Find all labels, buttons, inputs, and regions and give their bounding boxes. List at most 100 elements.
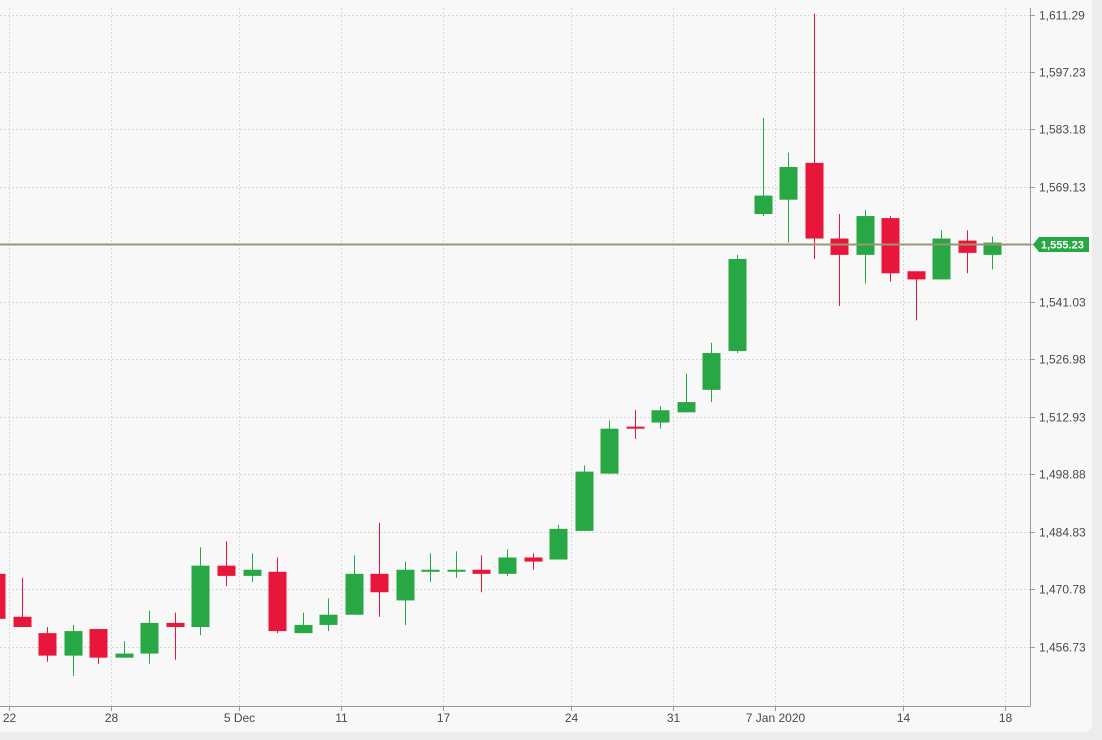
candle-body — [830, 238, 849, 255]
candle-body — [881, 218, 900, 274]
candle-body — [191, 565, 210, 627]
candle — [38, 626, 57, 662]
candle — [268, 557, 287, 634]
candle — [191, 547, 210, 636]
y-tick-label: 1,512.93 — [1039, 411, 1086, 425]
x-tick-label: 11 — [335, 711, 348, 725]
x-tick-label: 14 — [897, 711, 911, 725]
candle — [754, 117, 773, 217]
candle — [294, 612, 313, 634]
candle — [243, 553, 262, 583]
candle — [779, 152, 798, 243]
candle-body — [983, 242, 1002, 255]
candle-body — [115, 653, 134, 658]
candle-body — [702, 353, 721, 390]
x-axis: 22 28 5 Dec 11 17 24 31 7 Jan 2020 14 18 — [3, 706, 1013, 725]
candle-body — [0, 573, 6, 619]
candle — [217, 541, 236, 587]
candle — [728, 254, 747, 354]
candle — [830, 214, 849, 307]
candle-body — [166, 622, 185, 627]
candle — [319, 598, 338, 632]
y-tick-label: 1,583.18 — [1039, 123, 1086, 137]
y-tick-label: 1,484.83 — [1039, 526, 1086, 540]
candle-body — [754, 195, 773, 215]
candle-body — [370, 573, 389, 593]
candle-body — [600, 428, 619, 474]
candle-body — [447, 569, 466, 572]
candle — [89, 629, 108, 664]
candle — [958, 230, 977, 274]
candle-body — [268, 571, 287, 632]
candle-body — [575, 471, 594, 531]
x-tick-label: 7 Jan 2020 — [746, 711, 806, 725]
x-tick-label: 28 — [105, 711, 119, 725]
candle — [447, 551, 466, 578]
candle — [166, 612, 185, 660]
candle-body — [932, 238, 951, 280]
candle — [805, 13, 824, 259]
y-tick-label: 1,498.88 — [1039, 468, 1086, 482]
y-tick-label: 1,456.73 — [1039, 641, 1086, 655]
candle-body — [243, 569, 262, 576]
grid — [0, 8, 1030, 706]
candle — [524, 553, 543, 570]
candle — [932, 230, 951, 280]
candle — [575, 465, 594, 531]
candle-body — [805, 162, 824, 239]
candle — [472, 555, 491, 593]
candle-body — [549, 528, 568, 560]
candle-body — [472, 569, 491, 574]
candle-body — [421, 569, 440, 572]
candle-body — [89, 629, 108, 658]
y-tick-label: 1,541.03 — [1039, 296, 1086, 310]
current-price-badge: 1,555.23 — [1033, 237, 1089, 252]
candle — [907, 271, 926, 321]
y-tick-label: 1,569.13 — [1039, 181, 1086, 195]
candle — [651, 406, 670, 429]
x-tick-label: 5 Dec — [224, 711, 255, 725]
candle — [64, 624, 83, 677]
y-axis: 1,611.291,597.231,583.181,569.131,555.08… — [1030, 9, 1086, 655]
candle-body — [626, 426, 645, 429]
candle-body — [524, 557, 543, 562]
candle — [0, 573, 6, 619]
candle — [396, 561, 415, 625]
candle — [881, 216, 900, 282]
candle-body — [319, 614, 338, 625]
candle-body — [64, 631, 83, 656]
x-tick-label: 17 — [437, 711, 451, 725]
x-tick-label: 22 — [3, 711, 17, 725]
x-tick-label: 31 — [667, 711, 681, 725]
candle — [370, 522, 389, 617]
candle-body — [907, 271, 926, 280]
candle — [600, 420, 619, 474]
candle — [421, 553, 440, 583]
candle-body — [38, 633, 57, 656]
candle — [702, 342, 721, 403]
candle-body — [13, 616, 32, 627]
candle-body — [779, 166, 798, 200]
candle — [677, 373, 696, 413]
current-price-label: 1,555.23 — [1041, 240, 1084, 252]
candle — [856, 209, 875, 284]
candle-body — [856, 216, 875, 255]
x-tick-label: 18 — [999, 711, 1013, 725]
candle-body — [958, 240, 977, 253]
candle — [140, 610, 159, 664]
candle — [13, 577, 32, 627]
candle-body — [396, 569, 415, 601]
y-tick-label: 1,526.98 — [1039, 353, 1086, 367]
candle-body — [728, 258, 747, 351]
candle — [549, 524, 568, 560]
y-tick-label: 1,597.23 — [1039, 66, 1086, 80]
candle-body — [217, 565, 236, 576]
current-price-badge-shape — [1033, 237, 1089, 252]
candle-body — [651, 410, 670, 423]
candle — [115, 641, 134, 658]
candle — [345, 555, 364, 615]
candle-body — [345, 573, 364, 615]
candle — [983, 236, 1002, 270]
